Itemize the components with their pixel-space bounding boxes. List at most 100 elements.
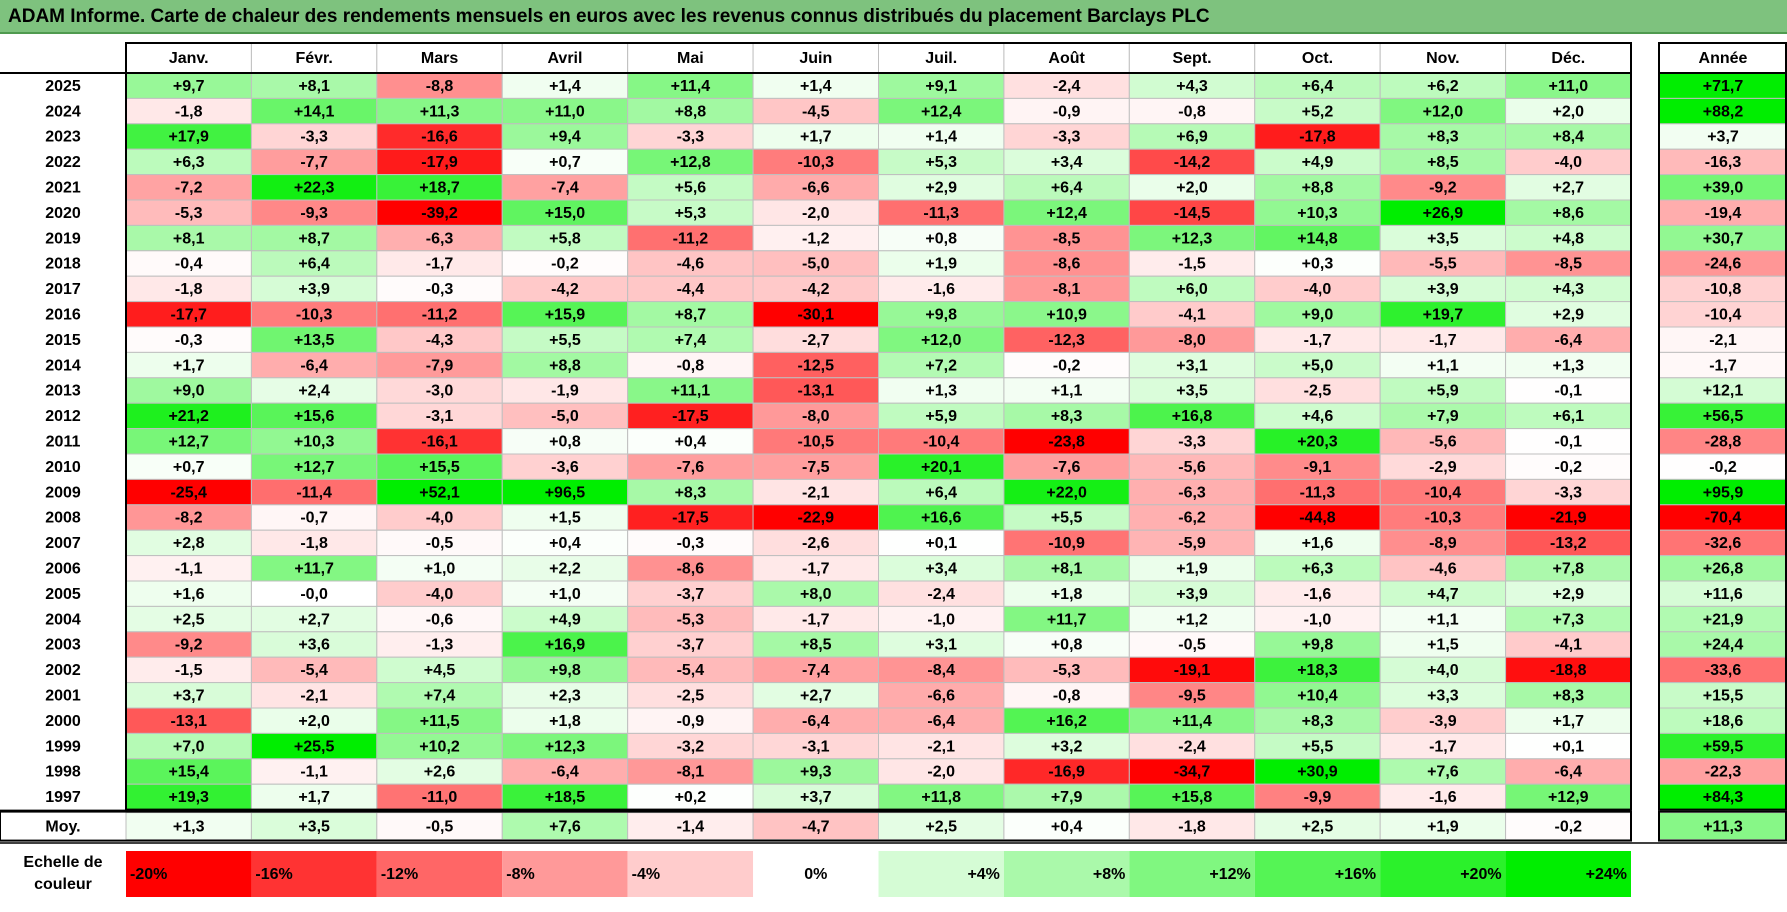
cell-value: -11,2 bbox=[673, 230, 709, 247]
year-label: 2019 bbox=[45, 230, 81, 247]
legend-swatch bbox=[251, 851, 377, 897]
year-label: 2017 bbox=[45, 281, 81, 298]
legend-step: 0% bbox=[804, 866, 827, 883]
cell-value: -3,0 bbox=[426, 383, 454, 400]
year-total-cell bbox=[1658, 605, 1787, 633]
average-cell bbox=[1254, 812, 1381, 841]
heatmap-cell bbox=[627, 478, 754, 506]
cell-value: +4,9 bbox=[1302, 154, 1334, 171]
cell-value: +12,4 bbox=[921, 103, 962, 120]
heatmap-cell bbox=[878, 555, 1005, 582]
heatmap-cell bbox=[1128, 97, 1256, 125]
heatmap-cell bbox=[1379, 250, 1507, 277]
cell-value: +14,1 bbox=[294, 103, 335, 120]
heatmap-cell bbox=[1505, 453, 1632, 480]
heatmap-cell bbox=[1254, 428, 1381, 455]
cell-value: -1,0 bbox=[927, 611, 955, 628]
cell-value: +12,3 bbox=[1172, 230, 1213, 247]
cell-value: +9,0 bbox=[1302, 307, 1334, 324]
heatmap-cell bbox=[250, 707, 378, 734]
heatmap-cell bbox=[250, 478, 378, 506]
cell-value: +8,3 bbox=[1552, 688, 1584, 705]
year-label: 2004 bbox=[45, 611, 81, 628]
cell-value: -0,7 bbox=[300, 510, 328, 527]
heatmap-cell bbox=[250, 301, 378, 328]
heatmap-cell bbox=[1505, 174, 1632, 201]
cell-value: +22,3 bbox=[294, 180, 335, 197]
year-total-border bbox=[1658, 42, 1787, 811]
cell-value: +2,3 bbox=[549, 688, 581, 705]
cell-value: -1,7 bbox=[1304, 332, 1332, 349]
cell-value: -16,9 bbox=[1048, 764, 1085, 781]
year-label: 2011 bbox=[46, 434, 81, 451]
cell-value: +6,1 bbox=[1552, 408, 1584, 425]
heatmap-cell bbox=[376, 97, 503, 125]
cell-value: +3,7 bbox=[800, 789, 832, 806]
cell-value: +16,2 bbox=[1046, 713, 1087, 730]
cell-value: -7,4 bbox=[551, 180, 579, 197]
cell-value: +1,0 bbox=[549, 586, 581, 603]
cell-value: -13,2 bbox=[1550, 535, 1587, 552]
heatmap-cell bbox=[1003, 453, 1130, 480]
heatmap-cell bbox=[501, 97, 629, 125]
cell-value: +1,4 bbox=[925, 129, 957, 146]
average-total-border bbox=[1658, 810, 1787, 842]
page-title: ADAM Informe. Carte de chaleur des rende… bbox=[8, 6, 1210, 27]
legend-step: +24% bbox=[1586, 866, 1627, 883]
cell-value: -2,5 bbox=[677, 688, 705, 705]
heatmap-cell bbox=[501, 275, 629, 303]
cell-value: -12,5 bbox=[798, 357, 835, 374]
cell-value: +7,9 bbox=[1427, 408, 1459, 425]
cell-value: +5,5 bbox=[1302, 738, 1334, 755]
year-total-cell bbox=[1658, 123, 1787, 150]
legend-step: -16% bbox=[255, 866, 292, 883]
heatmap-cell bbox=[376, 732, 503, 760]
heatmap-cell bbox=[1254, 453, 1381, 480]
month-header: Sept. bbox=[1172, 50, 1211, 67]
average-value: -4,7 bbox=[802, 818, 830, 835]
heatmap-cell bbox=[501, 453, 629, 480]
heatmap-cell bbox=[376, 453, 503, 480]
heatmap-cell bbox=[752, 707, 879, 734]
cell-value: -8,9 bbox=[1429, 535, 1457, 552]
cell-value: -1,8 bbox=[175, 281, 203, 298]
heatmap-cell bbox=[1505, 377, 1632, 404]
cell-value: -1,7 bbox=[1429, 738, 1457, 755]
heatmap-cell bbox=[501, 301, 629, 328]
cell-value: -12,3 bbox=[1048, 332, 1085, 349]
heatmap-cell bbox=[125, 504, 252, 531]
cell-value: -3,3 bbox=[1555, 484, 1583, 501]
cell-value: -3,2 bbox=[677, 738, 705, 755]
year-label: 2005 bbox=[45, 586, 81, 603]
heatmap-cell bbox=[1128, 529, 1256, 557]
heatmap-cell bbox=[501, 580, 629, 607]
cell-value: +19,3 bbox=[168, 789, 209, 806]
year-label: 2023 bbox=[45, 129, 81, 146]
heatmap-cell bbox=[1505, 224, 1632, 252]
cell-value: +1,1 bbox=[1427, 357, 1459, 374]
heatmap-cell bbox=[752, 453, 879, 480]
year-total-cell bbox=[1658, 478, 1787, 506]
heatmap-cell bbox=[1254, 250, 1381, 277]
heatmap-cell bbox=[627, 377, 754, 404]
month-header: Mars bbox=[421, 50, 458, 67]
cell-value: -2,4 bbox=[927, 586, 955, 603]
heatmap-cell bbox=[878, 529, 1005, 557]
cell-value: +1,7 bbox=[298, 789, 330, 806]
heatmap-cell bbox=[878, 631, 1005, 658]
heatmap-cell bbox=[1505, 504, 1632, 531]
cell-value: +15,4 bbox=[168, 764, 209, 781]
cell-value: -39,2 bbox=[421, 205, 458, 222]
average-cell bbox=[1003, 812, 1130, 841]
year-total-value: -16,3 bbox=[1705, 154, 1742, 171]
heatmap-cell bbox=[250, 250, 378, 277]
heatmap-cell bbox=[1379, 682, 1507, 709]
cell-value: -6,3 bbox=[1178, 484, 1206, 501]
heatmap-cell bbox=[501, 504, 629, 531]
heatmap-cell bbox=[250, 123, 378, 150]
cell-value: +22,0 bbox=[1046, 484, 1087, 501]
cell-value: -3,3 bbox=[300, 129, 328, 146]
year-total-value: -24,6 bbox=[1705, 256, 1742, 273]
cell-value: -1,0 bbox=[1304, 611, 1332, 628]
cell-value: +1,3 bbox=[1552, 357, 1584, 374]
